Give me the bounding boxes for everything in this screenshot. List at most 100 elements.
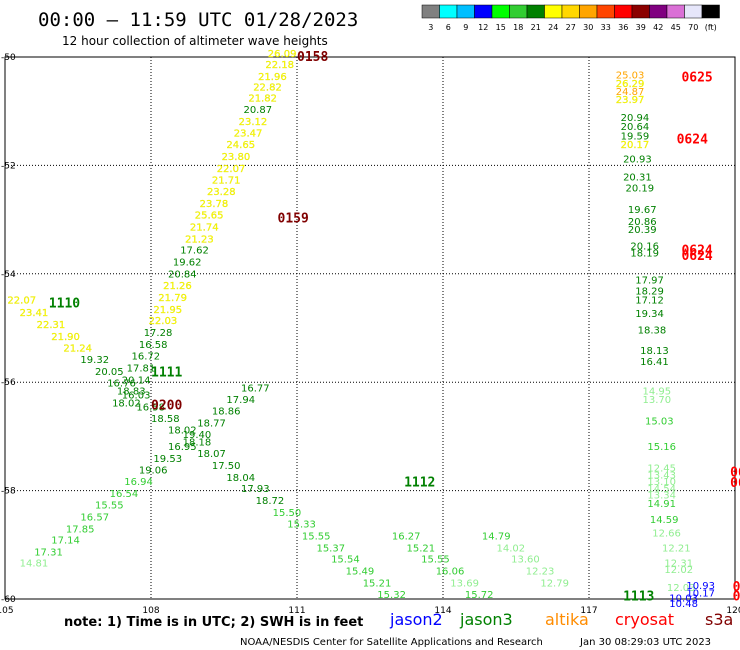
legend-swatch: [614, 4, 633, 19]
wave-height-label: 26.29: [616, 79, 645, 90]
wave-height-label: 16.58: [136, 402, 165, 413]
axis-ticks: 105 108 111 114 117 120 -50 -52 -54 -56 -58 -60: [0, 53, 740, 616]
wave-height-label: 16.58: [139, 340, 168, 351]
wave-height-label: 19.40: [183, 430, 212, 441]
legend-swatch: [631, 4, 650, 19]
wave-height-label: 10.03: [669, 594, 698, 605]
legend-swatch: [701, 4, 720, 19]
satellite-name-cryosat: cryosat: [615, 610, 674, 629]
wave-height-label: 18.02: [112, 399, 141, 410]
wave-height-label: 20.05: [95, 367, 124, 378]
wave-height-label: 16.27: [392, 531, 421, 542]
x-tick-label: 117: [580, 606, 597, 616]
wave-height-label: 22.07: [7, 296, 36, 307]
pass-time-label: 1110: [49, 297, 80, 312]
legend-label: 18: [513, 23, 523, 32]
pass-time-label: 0: [733, 589, 740, 604]
credit-text: NOAA/NESDIS Center for Satellite Applica…: [240, 637, 543, 648]
wave-height-label: 23.97: [616, 95, 645, 106]
wave-height-label: 21.96: [258, 72, 287, 83]
wave-height-label: 18.02: [168, 426, 197, 437]
wave-height-label: 19.06: [139, 465, 168, 476]
pass-time-label: 0623: [730, 466, 740, 481]
wave-height-label: 21.90: [51, 332, 80, 343]
wave-height-label: 20.19: [626, 183, 655, 194]
wave-height-label: 18.04: [226, 473, 255, 484]
wave-height-label: 12.21: [662, 543, 691, 554]
grid-lines: [5, 57, 735, 599]
wave-height-label: 21.26: [163, 281, 192, 292]
legend-label: 9: [463, 23, 468, 32]
wave-height-label: 21.71: [212, 175, 241, 186]
wave-height-label: 17.94: [226, 395, 255, 406]
wave-height-label: 16.03: [122, 390, 151, 401]
wave-height-label: 26.09: [268, 49, 297, 60]
legend-swatch: [596, 4, 615, 19]
pass-time-label: 0625: [681, 71, 712, 86]
chart-subtitle: 12 hour collection of altimeter wave hei…: [62, 34, 328, 48]
wave-height-label: 14.79: [482, 531, 511, 542]
wave-height-label: 16.54: [110, 489, 139, 500]
wave-height-label: 20.64: [621, 122, 650, 133]
wave-height-label: 23.78: [200, 199, 229, 210]
pass-labels: 0158015902001110111111121113062506240624…: [49, 50, 740, 604]
wave-height-label: 16.72: [132, 351, 161, 362]
wave-height-label: 20.93: [623, 155, 652, 166]
wave-height-label: 17.85: [66, 524, 95, 535]
legend-label: 12: [478, 23, 488, 32]
wave-height-label: 15.16: [647, 442, 676, 453]
wave-height-label: 17.93: [241, 484, 270, 495]
wave-height-label: 13.10: [647, 477, 676, 488]
wave-height-label: 15.32: [377, 590, 406, 601]
wave-height-label: 18.19: [630, 248, 659, 259]
wave-height-label: 16.41: [640, 357, 669, 368]
wave-height-label: 14.95: [643, 387, 672, 398]
wave-height-label: 12.31: [664, 558, 693, 569]
wave-height-label: 18.86: [212, 407, 241, 418]
legend-swatch: [544, 4, 563, 19]
y-tick-label: -50: [1, 53, 16, 63]
wave-height-label: 20.94: [621, 113, 650, 124]
wave-height-label: 19.34: [635, 309, 664, 320]
pass-time-label: 0623: [730, 476, 740, 491]
legend-label: 3: [428, 23, 433, 32]
legend-swatch: [421, 4, 440, 19]
legend-swatch: [474, 4, 493, 19]
y-tick-label: -60: [1, 595, 16, 605]
x-tick-label: 111: [288, 606, 305, 616]
wave-height-label: 18.83: [117, 387, 146, 398]
wave-height-label: 19.59: [621, 131, 650, 142]
wave-height-label: 17.62: [180, 246, 209, 257]
wave-height-label: 17.97: [635, 276, 664, 287]
chart-title: 00:00 – 11:59 UTC 01/28/2023: [38, 9, 358, 31]
legend-label: 6: [446, 23, 451, 32]
x-tick-label: 105: [0, 606, 14, 616]
wave-height-label: 20.17: [621, 140, 650, 151]
wave-height-label: 18.07: [197, 449, 226, 460]
wave-height-label: 21.82: [248, 93, 277, 104]
wave-height-label: 20.84: [168, 270, 197, 281]
wave-height-label: 23.41: [20, 308, 49, 319]
wave-height-label: 13.60: [511, 555, 540, 566]
wave-height-label: 21.95: [153, 305, 182, 316]
wave-height-label: 21.74: [190, 222, 219, 233]
wave-height-label: 21.24: [63, 343, 92, 354]
wave-height-label: 24.65: [226, 140, 255, 151]
wave-height-label: 22.82: [253, 83, 282, 94]
wave-height-label: 12.03: [667, 583, 696, 594]
legend-label: 33: [601, 23, 611, 32]
timestamp-text: Jan 30 08:29:03 UTC 2023: [579, 637, 711, 648]
legend-swatch: [491, 4, 510, 19]
wave-height-label: 10.48: [669, 599, 698, 610]
wave-height-label: 17.81: [127, 363, 156, 374]
legend-label: 39: [636, 23, 646, 32]
legend-label: 30: [583, 23, 593, 32]
pass-time-label: 0624: [677, 132, 708, 147]
wave-height-label: 23.28: [207, 187, 236, 198]
wave-height-label: 18.29: [635, 286, 664, 297]
wave-height-label: 15.72: [465, 590, 494, 601]
wave-height-label: 20.39: [628, 225, 657, 236]
legend-swatch: [526, 4, 545, 19]
wave-height-label: 15.21: [363, 579, 392, 590]
wave-height-label: 17.28: [144, 328, 173, 339]
